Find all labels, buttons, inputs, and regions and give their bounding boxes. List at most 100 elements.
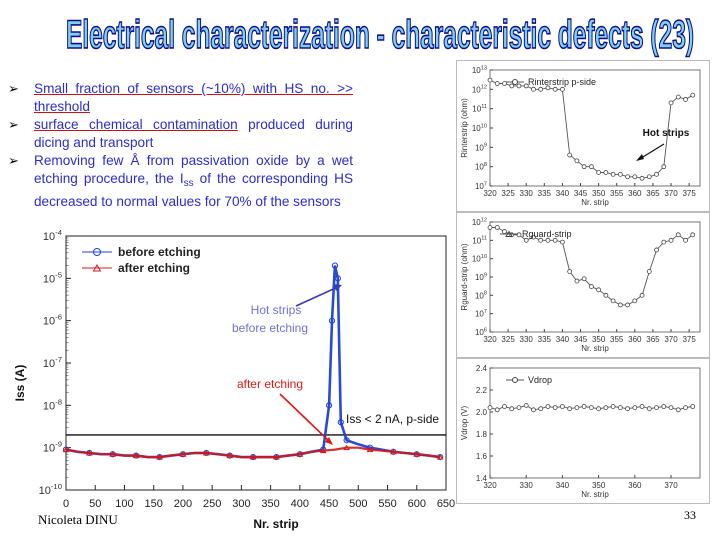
x-tick-label: 350 xyxy=(592,189,606,198)
data-point xyxy=(494,81,500,86)
data-point xyxy=(683,237,688,243)
x-tick-label: 50 xyxy=(89,498,101,510)
legend-marker xyxy=(512,79,518,85)
x-tick-label: 0 xyxy=(63,498,69,510)
bullet-arrow-icon: ➢ xyxy=(8,153,19,168)
data-point xyxy=(603,170,609,175)
x-tick-label: 500 xyxy=(349,498,367,510)
bullet-text: surface chemical contamination produced … xyxy=(34,116,353,152)
data-point-before xyxy=(334,275,341,282)
bullet-fragment: produced during dicing and transport xyxy=(34,117,353,150)
data-point xyxy=(523,403,529,408)
data-point xyxy=(617,302,623,308)
x-tick-label: 340 xyxy=(556,335,570,344)
data-point xyxy=(610,298,616,304)
data-point-before xyxy=(343,437,350,444)
x-tick-label: 650 xyxy=(437,498,455,510)
data-point xyxy=(545,404,551,409)
x-tick-label: 360 xyxy=(628,189,642,198)
data-point xyxy=(661,239,667,245)
data-point xyxy=(596,287,602,293)
plot-frame xyxy=(65,235,447,491)
y-tick-label: 108 xyxy=(475,162,487,172)
data-point xyxy=(516,405,522,410)
y-tick-label: 2.4 xyxy=(476,364,488,373)
x-tick-label: 355 xyxy=(610,335,624,344)
y-tick-label: 109 xyxy=(475,143,487,153)
data-point xyxy=(617,405,623,410)
x-tick-label: 330 xyxy=(520,481,534,490)
data-point xyxy=(596,170,602,175)
data-point xyxy=(675,94,681,100)
data-point xyxy=(588,284,594,289)
data-point xyxy=(494,407,500,413)
data-point-after xyxy=(179,451,187,457)
annotation-hot-strips-line1: Hot strips xyxy=(251,303,302,317)
y-tick-label: 10-10 xyxy=(39,482,62,497)
data-point xyxy=(683,405,688,410)
bullet-arrow-icon: ➢ xyxy=(8,81,19,96)
data-point-after xyxy=(109,451,117,457)
x-tick-label: 345 xyxy=(574,335,588,344)
x-tick-label: 320 xyxy=(483,189,497,198)
x-tick-label: 355 xyxy=(610,189,624,198)
data-point xyxy=(675,232,681,238)
data-point xyxy=(639,404,645,409)
bullet-item: ➢ surface chemical contamination produced… xyxy=(8,116,353,152)
y-tick-label: 1012 xyxy=(472,217,487,227)
data-point-after xyxy=(343,444,351,451)
data-point xyxy=(538,237,544,243)
data-point xyxy=(610,404,616,409)
data-point xyxy=(574,405,580,410)
threshold-label: Iss < 2 nA, p-side xyxy=(346,412,439,426)
x-tick-label: 550 xyxy=(378,498,396,510)
data-point xyxy=(603,405,609,410)
y-axis-label: Rinterstrip (ohm) xyxy=(460,98,469,158)
data-point xyxy=(661,164,667,170)
x-axis-label: Nr. strip xyxy=(581,490,609,499)
data-point xyxy=(531,407,536,413)
data-point xyxy=(625,174,630,180)
y-tick-label: 1.8 xyxy=(476,430,488,439)
data-point xyxy=(516,232,522,238)
data-point xyxy=(552,405,558,410)
x-tick-label: 250 xyxy=(203,498,221,510)
rinterstrip-chart: 1013 1012 1011 1010 109 108 107 320 325 330 335 340… xyxy=(456,60,710,217)
data-point xyxy=(538,406,544,412)
data-point xyxy=(560,404,565,409)
legend-marker-before xyxy=(93,248,101,256)
x-tick-label: 350 xyxy=(592,481,606,490)
bullet-item: ➢ Small fraction of sensors (~10%) with H… xyxy=(8,80,353,116)
data-point xyxy=(690,92,696,98)
y-axis-label: Rguard-strip (ohm) xyxy=(460,243,469,310)
bullet-text: Removing few Å from passivation oxide by… xyxy=(34,152,353,211)
data-point xyxy=(617,171,623,177)
x-tick-label: 100 xyxy=(115,498,133,510)
y-tick-label: 10-4 xyxy=(43,228,63,243)
data-point xyxy=(487,405,493,410)
y-tick-label: 10-7 xyxy=(43,355,62,370)
data-point xyxy=(632,174,638,180)
y-tick-label: 1.4 xyxy=(476,474,488,483)
y-tick-label: 1011 xyxy=(472,104,487,114)
data-point xyxy=(545,237,551,243)
annotation-arrowhead-red xyxy=(325,437,333,445)
data-point xyxy=(574,158,580,164)
x-tick-label: 370 xyxy=(664,481,678,490)
data-point xyxy=(487,225,493,230)
data-point xyxy=(523,83,529,89)
data-point xyxy=(509,83,515,89)
vdrop-chart: 2.4 2.2 2.0 1.8 1.6 1.4 320 330 340 350 360 370 Nr. … xyxy=(456,358,710,509)
x-tick-label: 325 xyxy=(501,335,515,344)
data-point-before xyxy=(325,402,333,409)
x-tick-label: 350 xyxy=(261,498,279,510)
annotation-arrow xyxy=(295,285,341,307)
data-point xyxy=(625,302,630,308)
x-tick-label: 150 xyxy=(145,498,163,510)
data-point xyxy=(646,269,652,274)
data-point xyxy=(683,97,688,102)
plot-frame xyxy=(489,367,701,479)
x-axis-label: Nr. strip xyxy=(581,198,609,207)
x-tick-label: 320 xyxy=(483,335,497,344)
data-point xyxy=(502,229,507,234)
